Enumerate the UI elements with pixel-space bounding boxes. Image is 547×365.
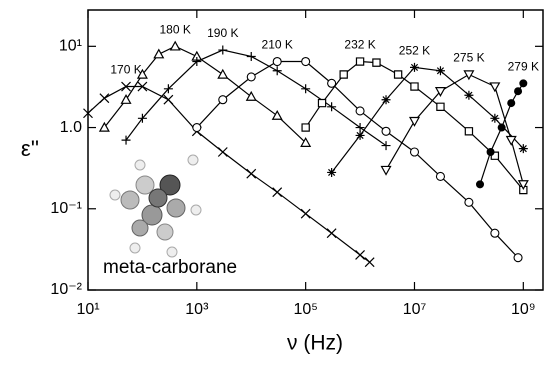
x-tick-label: 10¹ xyxy=(76,301,99,318)
marker xyxy=(464,71,473,79)
fit-line xyxy=(197,62,518,258)
x-tick-label: 10⁷ xyxy=(403,301,427,318)
y-tick-label: 1.0 xyxy=(60,119,82,136)
marker xyxy=(273,111,282,119)
marker xyxy=(476,180,484,188)
marker xyxy=(356,131,365,140)
marker xyxy=(219,96,227,104)
fit-line xyxy=(88,87,370,263)
marker xyxy=(356,107,364,115)
annotation: meta-carborane xyxy=(103,257,237,278)
x-tick-label: 10⁹ xyxy=(511,301,536,318)
marker xyxy=(273,188,282,197)
marker xyxy=(464,91,473,100)
molecule xyxy=(110,155,201,257)
marker xyxy=(301,84,310,93)
series-label: 180 K xyxy=(159,22,190,36)
marker xyxy=(514,254,522,262)
marker xyxy=(437,103,444,110)
marker xyxy=(519,79,527,87)
marker xyxy=(373,59,380,66)
marker xyxy=(514,87,522,95)
marker xyxy=(247,169,256,178)
marker xyxy=(218,70,227,78)
marker xyxy=(164,95,173,104)
marker xyxy=(327,229,336,238)
marker xyxy=(490,114,499,123)
marker xyxy=(327,102,336,111)
series-label: 210 K xyxy=(262,38,293,52)
marker xyxy=(382,141,391,150)
marker xyxy=(327,168,336,177)
page: {"chart_data": { "type": "scatter", "x_l… xyxy=(0,0,547,360)
marker xyxy=(395,71,402,78)
series-label: 275 K xyxy=(453,51,484,65)
marker xyxy=(273,58,281,66)
marker xyxy=(382,166,391,174)
marker xyxy=(498,124,506,132)
series-label: 232 K xyxy=(344,38,375,52)
x-tick-label: 10³ xyxy=(185,301,209,318)
marker xyxy=(382,127,390,135)
marker xyxy=(487,148,495,156)
marker xyxy=(365,258,374,267)
y-axis-label: ε'' xyxy=(21,136,39,161)
series-label: 279 K xyxy=(508,60,539,74)
marker xyxy=(411,83,418,90)
y-tick-label: 10¹ xyxy=(59,38,82,55)
marker xyxy=(171,42,180,50)
x-tick-label: 10⁵ xyxy=(293,301,317,318)
marker xyxy=(122,95,131,103)
marker xyxy=(490,83,499,91)
marker xyxy=(302,124,309,131)
marker xyxy=(410,148,418,156)
series-label: 190 K xyxy=(207,26,238,40)
marker xyxy=(247,52,256,61)
y-tick-label: 10⁻² xyxy=(50,281,82,298)
chart: meta-carborane ν (Hz) ε'' 10¹ 10³ 10⁵ 10⁷ 10… xyxy=(0,0,547,360)
marker xyxy=(491,229,499,237)
marker xyxy=(154,50,163,58)
marker xyxy=(507,137,516,145)
series-label: 170 K xyxy=(110,63,141,77)
marker xyxy=(318,99,325,106)
marker xyxy=(247,92,256,100)
marker xyxy=(302,58,310,66)
marker xyxy=(218,147,227,156)
fit-line xyxy=(480,83,523,184)
marker xyxy=(356,58,363,65)
marker xyxy=(218,46,227,55)
y-tick-label: 10⁻¹ xyxy=(50,200,82,217)
marker xyxy=(122,136,131,145)
marker xyxy=(247,73,255,81)
marker xyxy=(410,63,419,72)
marker xyxy=(273,66,282,75)
marker xyxy=(436,66,445,75)
marker xyxy=(193,124,201,132)
marker xyxy=(410,118,419,126)
marker xyxy=(301,209,310,218)
marker xyxy=(100,94,109,103)
marker xyxy=(465,128,472,135)
marker xyxy=(465,198,473,206)
marker xyxy=(436,172,444,180)
x-axis-label: ν (Hz) xyxy=(287,332,343,355)
marker xyxy=(340,71,347,78)
marker xyxy=(356,250,365,259)
series-label: 252 K xyxy=(399,44,430,58)
marker xyxy=(507,99,515,107)
